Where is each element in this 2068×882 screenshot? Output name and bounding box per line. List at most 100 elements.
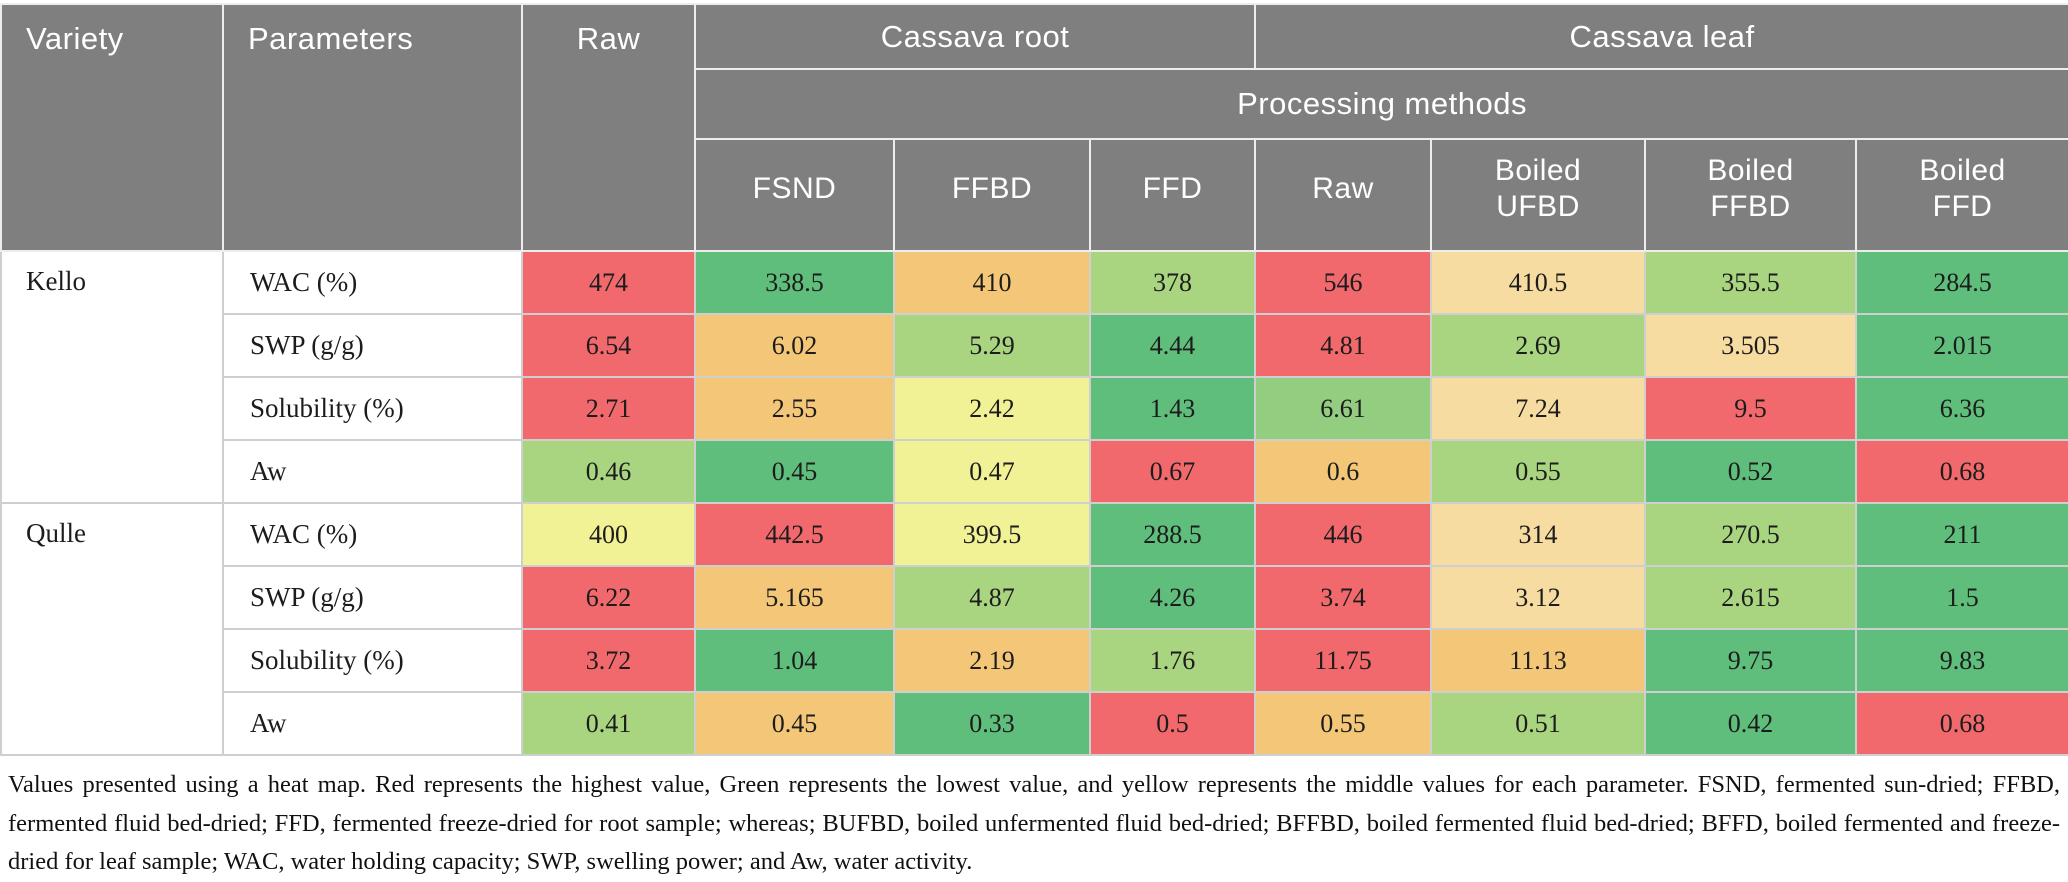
value-cell: 3.505 [1644, 313, 1858, 378]
table-row: Solubility (%) 2.71 2.55 2.42 1.43 6.61 7.24 9.… [1, 376, 2068, 441]
col-header-raw: Raw [1254, 138, 1433, 252]
table-row: Qulle WAC (%) 400 442.5 399.5 288.5 446 314 270.… [0, 502, 2068, 756]
value-cell: 0.45 [694, 439, 895, 504]
header-row-groups: Variety Parameters Raw Cassava root Cass… [0, 3, 2068, 252]
value-cell: 0.42 [1644, 691, 1858, 756]
value-cell: 0.46 [521, 439, 696, 504]
table-row: Kello WAC (%) 474 338.5 410 378 546 410.5 355.5 2… [0, 250, 2068, 504]
parameter-label: Aw [222, 439, 523, 504]
value-cell: 0.41 [521, 691, 696, 756]
value-cell: 355.5 [1644, 250, 1858, 315]
value-cell: 5.29 [893, 313, 1091, 378]
value-cell: 0.6 [1254, 439, 1433, 504]
col-group-cassava-leaf: Cassava leaf [1254, 3, 2068, 70]
table-row: Aw 0.41 0.45 0.33 0.5 0.55 0.51 0.42 0.68 [1, 691, 2068, 756]
col-group-processing-methods: Processing methods [693, 68, 2068, 140]
value-cell: 4.44 [1088, 313, 1257, 378]
header-row-processing: Processing methods [1, 68, 2068, 140]
value-cell: 474 [521, 250, 696, 315]
value-cell: 0.55 [1254, 691, 1433, 756]
value-cell: 9.5 [1644, 376, 1858, 441]
parameter-label: Solubility (%) [222, 376, 523, 441]
value-cell: 4.81 [1254, 313, 1433, 378]
parameter-label: Aw [222, 691, 523, 756]
value-cell: 0.68 [1855, 691, 2068, 756]
value-cell: 6.02 [694, 313, 895, 378]
col-header-variety: Variety [0, 3, 224, 252]
col-group-cassava-root: Cassava root [693, 3, 1257, 70]
value-cell: 0.33 [893, 691, 1091, 756]
value-cell: 2.19 [893, 628, 1091, 693]
value-cell: 400 [521, 502, 696, 567]
value-cell: 9.75 [1644, 628, 1858, 693]
value-cell: 4.87 [893, 565, 1091, 630]
value-cell: 0.67 [1088, 439, 1257, 504]
col-header-boiled-ufbd: Boiled UFBD [1430, 138, 1647, 252]
table-row: SWP (g/g) 6.54 6.02 5.29 4.44 4.81 2.69 3.505 2.… [1, 313, 2068, 378]
value-cell: 9.83 [1855, 628, 2068, 693]
value-cell: 1.04 [694, 628, 895, 693]
parameter-label: SWP (g/g) [222, 565, 523, 630]
value-cell: 399.5 [893, 502, 1091, 567]
value-cell: 288.5 [1088, 502, 1257, 567]
value-cell: 6.36 [1855, 376, 2068, 441]
col-header-parameters: Parameters [222, 3, 523, 252]
value-cell: 7.24 [1430, 376, 1647, 441]
value-cell: 2.015 [1855, 313, 2068, 378]
value-cell: 3.12 [1430, 565, 1647, 630]
variety-label: Qulle [0, 502, 224, 756]
value-cell: 6.61 [1254, 376, 1433, 441]
value-cell: 0.51 [1430, 691, 1647, 756]
table-row: Solubility (%) 3.72 1.04 2.19 1.76 11.75 11.13… [1, 628, 2068, 693]
value-cell: 410.5 [1430, 250, 1647, 315]
col-header-ffd: FFD [1088, 138, 1257, 252]
value-cell: 2.42 [893, 376, 1091, 441]
value-cell: 3.74 [1254, 565, 1433, 630]
value-cell: 2.615 [1644, 565, 1858, 630]
parameter-label: WAC (%) [222, 250, 523, 315]
value-cell: 3.72 [521, 628, 696, 693]
value-cell: 314 [1430, 502, 1647, 567]
col-header-boiled-ffd: Boiled FFD [1855, 138, 2068, 252]
value-cell: 6.22 [521, 565, 696, 630]
value-cell: 0.55 [1430, 439, 1647, 504]
value-cell: 2.71 [521, 376, 696, 441]
table-footnote: Values presented using a heat map. Red r… [8, 771, 2060, 876]
value-cell: 2.69 [1430, 313, 1647, 378]
parameter-label: SWP (g/g) [222, 313, 523, 378]
value-cell: 546 [1254, 250, 1433, 315]
value-cell: 2.55 [694, 376, 895, 441]
value-cell: 211 [1855, 502, 2068, 567]
parameter-label: Solubility (%) [222, 628, 523, 693]
value-cell: 11.13 [1430, 628, 1647, 693]
table-row: Aw 0.46 0.45 0.47 0.67 0.6 0.55 0.52 0.68 [1, 439, 2068, 504]
value-cell: 284.5 [1855, 250, 2068, 315]
parameter-label: WAC (%) [222, 502, 523, 567]
value-cell: 442.5 [694, 502, 895, 567]
value-cell: 1.43 [1088, 376, 1257, 441]
heatmap-table: Variety Parameters Raw Cassava root Cass… [0, 3, 2068, 756]
value-cell: 270.5 [1644, 502, 1858, 567]
value-cell: 410 [893, 250, 1091, 315]
value-cell: 6.54 [521, 313, 696, 378]
table-row: SWP (g/g) 6.22 5.165 4.87 4.26 3.74 3.12 2.615 1… [1, 565, 2068, 630]
header-row-methods: FSND FFBD FFD Raw Boiled UFBD Boiled FFBD Boil… [1, 138, 2068, 252]
value-cell: 4.26 [1088, 565, 1257, 630]
value-cell: 5.165 [694, 565, 895, 630]
value-cell: 338.5 [694, 250, 895, 315]
value-cell: 0.52 [1644, 439, 1858, 504]
col-header-raw-root: Raw [521, 3, 696, 252]
col-header-fsnd: FSND [694, 138, 895, 252]
value-cell: 378 [1088, 250, 1257, 315]
value-cell: 446 [1254, 502, 1433, 567]
variety-label: Kello [0, 250, 224, 504]
value-cell: 1.76 [1088, 628, 1257, 693]
value-cell: 0.5 [1088, 691, 1257, 756]
col-header-ffbd: FFBD [893, 138, 1091, 252]
col-header-boiled-ffbd: Boiled FFBD [1644, 138, 1858, 252]
value-cell: 0.68 [1855, 439, 2068, 504]
value-cell: 0.45 [694, 691, 895, 756]
value-cell: 11.75 [1254, 628, 1433, 693]
value-cell: 1.5 [1855, 565, 2068, 630]
value-cell: 0.47 [893, 439, 1091, 504]
